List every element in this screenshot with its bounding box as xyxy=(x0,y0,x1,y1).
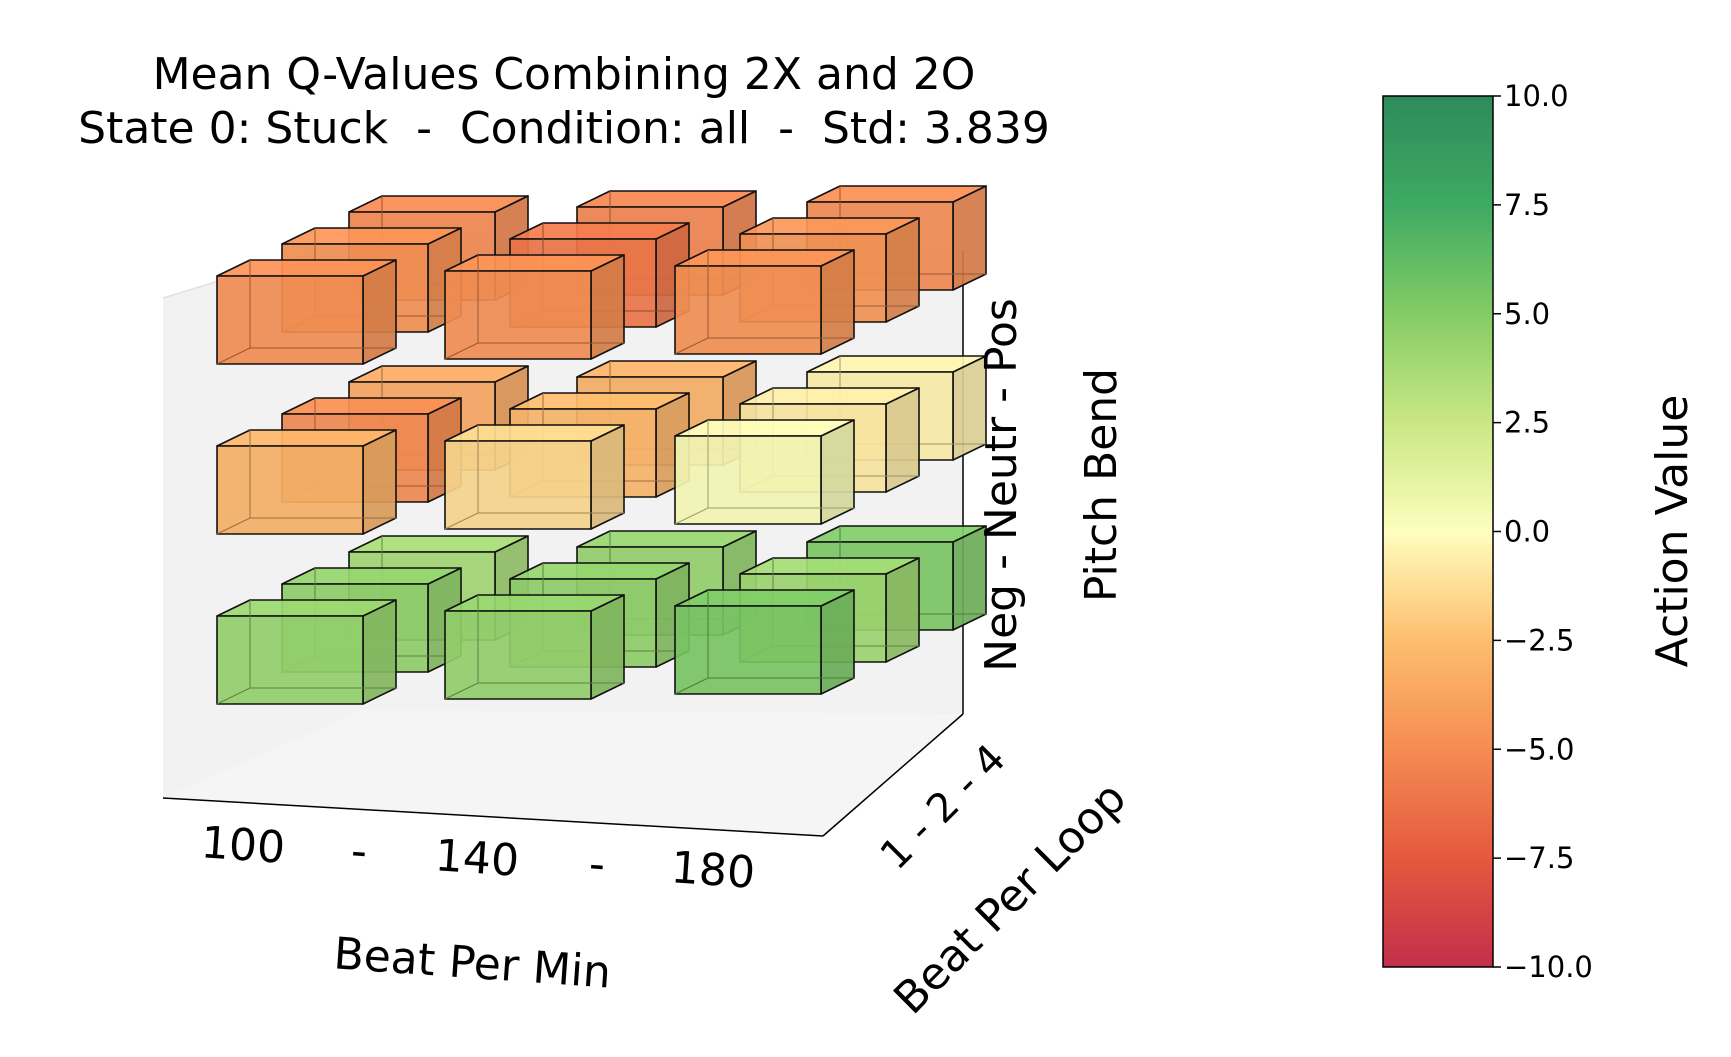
colorbar-tick-label: 7.5 xyxy=(1504,188,1550,222)
bar-top-face xyxy=(674,419,855,437)
colorbar-tick-label: −2.5 xyxy=(1504,623,1574,657)
bar-pos-0-2 xyxy=(674,249,855,355)
bar-top-face xyxy=(216,599,397,617)
bar-top-face xyxy=(806,355,987,373)
bar-hidden-edge xyxy=(444,342,479,360)
colorbar-label: Action Value xyxy=(1647,395,1698,668)
x-tick-label: 180 xyxy=(669,842,756,899)
bar-hidden-edge xyxy=(444,682,479,700)
colorbar-tick-label: −7.5 xyxy=(1504,841,1574,875)
bar-hidden-edge xyxy=(674,507,709,525)
bar-pos-0-0 xyxy=(216,259,397,365)
x-tick-label: - xyxy=(587,839,606,891)
bar-top-face xyxy=(216,259,397,277)
bars-group xyxy=(216,185,987,705)
bar-top-face xyxy=(739,217,920,235)
bar-neutr-0-1 xyxy=(444,424,625,530)
bar-top-face xyxy=(216,429,397,447)
bar-top-face xyxy=(444,424,625,442)
bar-top-face xyxy=(576,530,757,548)
bar-top-face xyxy=(674,589,855,607)
colorbar: 10.0 7.5 5.0 2.5 0.0 −2.5 −5.0 −7.5 −10.0 Action… xyxy=(1382,79,1698,984)
bar-hidden-edge xyxy=(216,517,251,535)
bar-top-face xyxy=(348,535,529,553)
bar-front-face xyxy=(216,615,364,705)
x-tick-label: 100 xyxy=(199,817,286,874)
bar-neutr-0-2 xyxy=(674,419,855,525)
bar-pos-0-1 xyxy=(444,254,625,360)
x-tick-label: 140 xyxy=(433,830,520,887)
x-axis-label: Beat Per Min xyxy=(332,928,613,998)
bar-top-face xyxy=(444,254,625,272)
bar-top-face xyxy=(348,365,529,383)
bar-front-face xyxy=(216,445,364,535)
bar-top-face xyxy=(281,227,462,245)
x-axis-ticks: 100 - 140 - 180 xyxy=(199,817,756,899)
bar-front-face xyxy=(444,440,592,530)
bar-neg-0-1 xyxy=(444,594,625,700)
bar-top-face xyxy=(576,360,757,378)
bar-top-face xyxy=(739,387,920,405)
chart-subtitle: State 0: Stuck - Condition: all - Std: 3… xyxy=(78,103,1050,154)
bar-hidden-edge xyxy=(674,677,709,695)
bar-front-face xyxy=(674,265,822,355)
bar-front-face xyxy=(444,270,592,360)
bar-top-face xyxy=(444,594,625,612)
bar-neg-0-0 xyxy=(216,599,397,705)
bar-top-face xyxy=(739,557,920,575)
bar-top-face xyxy=(576,190,757,208)
colorbar-tick-label: 2.5 xyxy=(1504,406,1550,440)
chart-title: Mean Q-Values Combining 2X and 2O xyxy=(153,49,976,100)
bar-neg-0-2 xyxy=(674,589,855,695)
bar-hidden-edge xyxy=(216,347,251,365)
x-tick-label: - xyxy=(349,826,368,878)
bar-top-face xyxy=(281,397,462,415)
z-axis-ticks: Neg - Neutr - Pos xyxy=(976,298,1027,672)
x-axis-line xyxy=(162,797,824,837)
bar-top-face xyxy=(509,392,690,410)
bar-top-face xyxy=(806,525,987,543)
bar-hidden-edge xyxy=(444,512,479,530)
bar-front-face xyxy=(444,610,592,700)
bar-top-face xyxy=(509,222,690,240)
floor-pane xyxy=(163,710,963,836)
bar-front-face xyxy=(674,435,822,525)
bar-top-face xyxy=(806,185,987,203)
bar-neutr-0-0 xyxy=(216,429,397,535)
colorbar-tick-label: 0.0 xyxy=(1504,515,1550,549)
y-axis-line xyxy=(822,713,964,837)
bar-top-face xyxy=(509,562,690,580)
colorbar-gradient xyxy=(1382,95,1494,968)
colorbar-tick-label: −5.0 xyxy=(1504,732,1574,766)
bar-front-face xyxy=(674,605,822,695)
colorbar-tick-label: 5.0 xyxy=(1504,297,1550,331)
bar-hidden-edge xyxy=(216,687,251,705)
colorbar-ticks: 10.0 7.5 5.0 2.5 0.0 −2.5 −5.0 −7.5 −10.0 xyxy=(1493,79,1593,984)
bar-top-face xyxy=(281,567,462,585)
colorbar-tick-label: −10.0 xyxy=(1504,950,1593,984)
bar-front-face xyxy=(216,275,364,365)
colorbar-tick-label: 10.0 xyxy=(1504,79,1569,113)
z-axis-label: Pitch Bend xyxy=(1076,368,1127,602)
bar-hidden-edge xyxy=(674,337,709,355)
bar-top-face xyxy=(348,195,529,213)
bar-top-face xyxy=(674,249,855,267)
